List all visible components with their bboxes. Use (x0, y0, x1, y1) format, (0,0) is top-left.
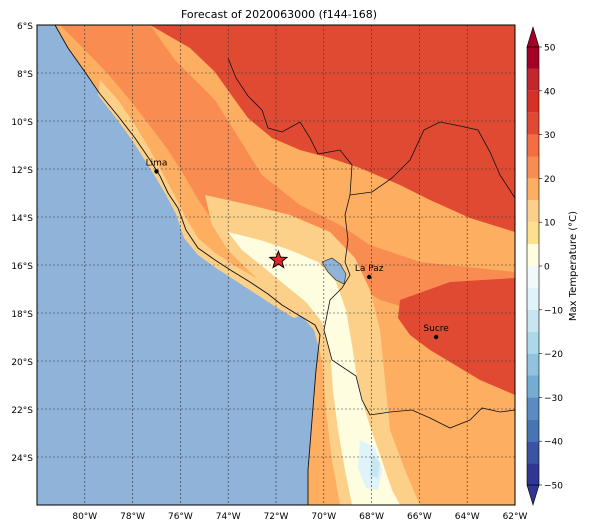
peru-coast-cool-strip (98, 80, 305, 318)
amazon-hot-region (150, 25, 515, 232)
colorbar-tick-label: 10 (544, 219, 556, 229)
colorbar-segment (527, 156, 539, 179)
colorbar-segment (527, 178, 539, 201)
lat-tick-label: 14°S (11, 214, 33, 224)
city-label: La Paz (355, 264, 384, 274)
colorbar-segment (527, 463, 539, 485)
lat-tick-label: 16°S (11, 262, 33, 272)
colorbar-segment (527, 375, 539, 398)
city-dot (367, 274, 372, 280)
lake-titicaca (321, 257, 347, 285)
colorbar-segment (527, 68, 539, 91)
lat-tick-label: 10°S (11, 118, 33, 128)
colorbar-segment (527, 397, 539, 420)
altiplano-cold-patch-2 (370, 455, 380, 478)
lat-tick-label: 24°S (11, 454, 33, 464)
colorbar-tick-label: 50 (544, 44, 556, 54)
lat-tick-label: 22°S (11, 406, 33, 416)
colorbar-segment (527, 309, 539, 332)
colorbar-segment (527, 441, 539, 464)
colorbar-extend-min (526, 484, 540, 507)
lat-tick-label: 6°S (17, 22, 33, 32)
map-frame (36, 24, 516, 506)
lat-tick-label: 18°S (11, 310, 33, 320)
colorbar-tick-label: −50 (544, 482, 563, 492)
location-star-marker (268, 249, 289, 269)
lon-tick-label: 80°W (72, 512, 97, 522)
bolivia-hot-region (398, 278, 515, 395)
colorbar-segment (527, 244, 539, 266)
country-borders (227, 57, 515, 429)
lat-tick-label: 20°S (11, 358, 33, 368)
colorbar-segment (527, 419, 539, 442)
colorbar-segment (527, 112, 539, 135)
coastal-band (60, 25, 515, 318)
lon-tick-label: 62°W (503, 512, 528, 522)
lon-tick-label: 72°W (264, 512, 289, 522)
lon-tick-label: 76°W (168, 512, 193, 522)
city-label: Lima (146, 158, 168, 168)
colorbar-segment (527, 287, 539, 310)
lon-tick-label: 68°W (359, 512, 384, 522)
colorbar-segment (527, 331, 539, 354)
lon-tick-label: 64°W (455, 512, 480, 522)
colorbar-tick-label: 20 (544, 175, 556, 185)
colorbar-segment (527, 266, 539, 288)
lat-tick-label: 12°S (11, 166, 33, 176)
lon-tick-label: 70°W (311, 512, 336, 522)
lon-tick-label: 66°W (407, 512, 432, 522)
longitude-labels: 80°W 78°W 76°W 74°W 72°W 70°W 68°W 66°W 64°W 62°W (72, 512, 527, 522)
colorbar-label: Max Temperature (°C) (568, 211, 579, 321)
lon-tick-label: 74°W (216, 512, 241, 522)
colorbar-extend-max (526, 25, 540, 48)
colorbar-segment (527, 47, 539, 69)
map-plot-area (37, 25, 515, 505)
city-label: Sucre (423, 324, 449, 334)
city-markers: Lima La Paz Sucre (146, 158, 449, 340)
colorbar-tick-label: −20 (544, 350, 563, 360)
colorbar-tick-label: −10 (544, 306, 563, 316)
lon-tick-label: 78°W (120, 512, 145, 522)
lat-tick-label: 8°S (17, 70, 33, 80)
coastline (54, 25, 321, 505)
star-icon (268, 249, 289, 269)
colorbar-segment (527, 90, 539, 113)
colorbar-tick-label: −30 (544, 394, 563, 404)
colorbar-segment (527, 222, 539, 245)
colorbar-tick-label: 40 (544, 87, 556, 97)
latitude-labels: 6°S 8°S 10°S 12°S 14°S 16°S 18°S 20°S 22°S 24°S (11, 22, 33, 464)
colorbar-segment (527, 200, 539, 223)
colorbar-tick-label: −40 (544, 438, 563, 448)
city-dot (154, 169, 159, 174)
colorbar-tick-label: 30 (544, 131, 556, 141)
map-title: Forecast of 2020063000 (f144-168) (181, 8, 377, 21)
city-dot (433, 334, 439, 340)
colorbar-segment (527, 353, 539, 376)
altiplano-mild-region (228, 232, 400, 505)
colorbar-segment (527, 134, 539, 157)
colorbar: 50 40 30 20 10 0 −10 −20 −30 −40 −50 (526, 25, 563, 507)
colorbar-tick-label: 0 (544, 263, 550, 273)
